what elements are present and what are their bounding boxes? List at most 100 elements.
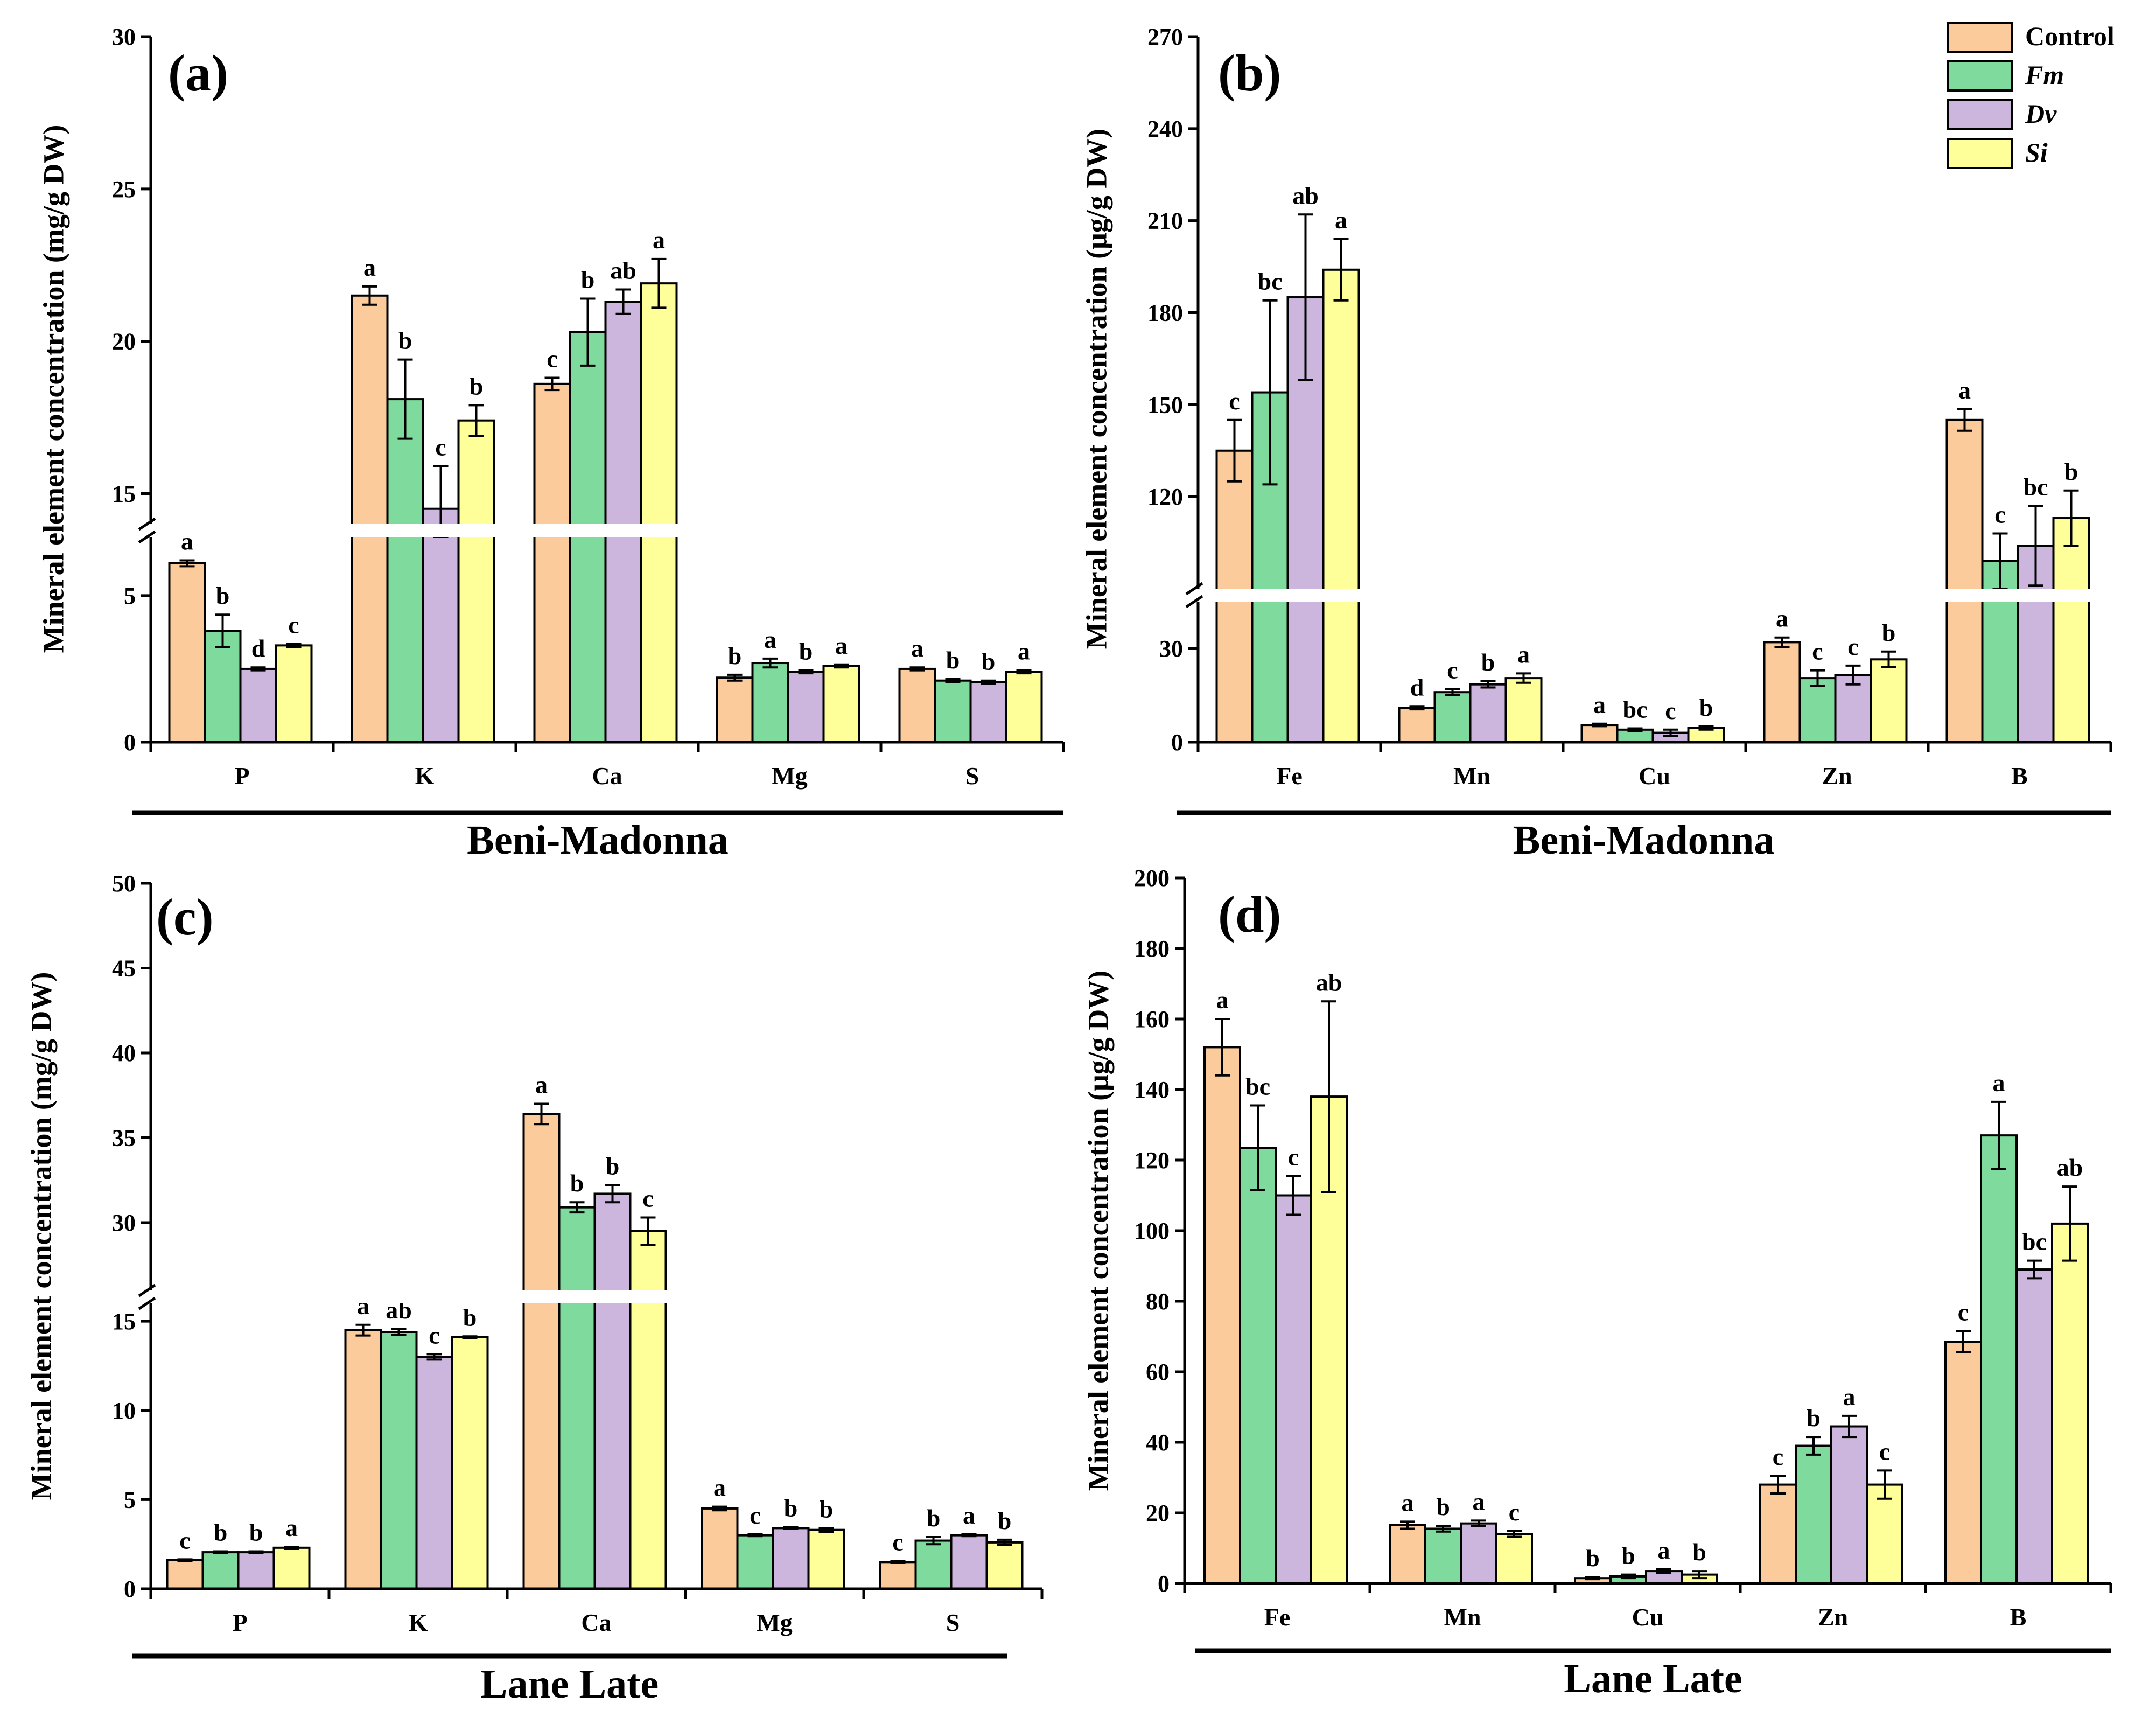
bar-Mn-Fm — [1424, 1527, 1462, 1585]
bar-S-Si — [1005, 671, 1043, 744]
significance-letter-Ca-Fm: b — [570, 1169, 584, 1197]
bar-B-Control — [1945, 418, 1984, 743]
axis-break-mark-upper — [1185, 582, 1203, 596]
cultivar-label-1: Beni-Madonna — [1513, 818, 1775, 863]
significance-letter-Cu-Control: b — [1586, 1544, 1600, 1572]
x-tick-label-Ca: Ca — [592, 762, 622, 790]
significance-letter-B-Dv: bc — [2022, 1228, 2047, 1255]
bar-P-Si — [275, 644, 313, 744]
bar-Mn-Dv — [1469, 683, 1507, 743]
bar-Mg-Fm — [736, 1534, 774, 1590]
significance-letter-S-Dv: a — [963, 1502, 975, 1529]
significance-letter-Mg-Dv: b — [784, 1495, 798, 1522]
bar-Ca-Fm — [569, 331, 607, 743]
significance-letter-Cu-Fm: b — [1621, 1542, 1635, 1569]
significance-letter-B-Si: b — [2064, 458, 2078, 485]
x-tick-label-Mg: Mg — [772, 762, 807, 790]
significance-letter-Zn-Dv: c — [1847, 633, 1858, 660]
x-tick-label-P: P — [234, 762, 249, 790]
legend-swatch-Dv — [1947, 99, 2013, 130]
bar-Ca-Si — [629, 1230, 667, 1590]
bar-B-Si — [2052, 517, 2090, 743]
bar-Mn-Fm — [1433, 691, 1472, 743]
bar-Mg-Dv — [772, 1527, 810, 1590]
x-tick-label-B: B — [2011, 762, 2028, 790]
bar-K-Si — [451, 1336, 489, 1590]
y-axis-label: Mineral element concentration (mg/g DW) — [25, 972, 57, 1500]
significance-letter-S-Control: a — [911, 634, 923, 662]
y-tick-label-15: 15 — [112, 480, 136, 507]
x-tick-label-K: K — [415, 762, 435, 790]
significance-letter-Cu-Fm: bc — [1623, 695, 1648, 723]
y-tick-label-40: 40 — [112, 1040, 136, 1066]
y-tick-label-0: 0 — [1171, 729, 1183, 756]
bar-S-Dv — [950, 1534, 988, 1590]
bar-Fe-Si — [1322, 268, 1360, 743]
y-tick-label-200: 200 — [1134, 865, 1170, 891]
panel-label: (c) — [156, 888, 214, 946]
bar-S-Control — [879, 1561, 917, 1590]
significance-letter-Fe-Fm: bc — [1258, 268, 1283, 295]
bar-Ca-Dv — [593, 1192, 632, 1590]
significance-letter-Mn-Dv: b — [1481, 648, 1495, 676]
bar-S-Control — [898, 667, 936, 744]
bar-S-Fm — [934, 679, 972, 743]
y-tick-label-35: 35 — [112, 1125, 136, 1151]
significance-letter-K-Dv: c — [429, 1321, 439, 1349]
significance-letter-P-Dv: d — [251, 634, 265, 662]
x-tick-label-S: S — [946, 1609, 960, 1636]
axis-break-mark-lower — [138, 1296, 156, 1310]
bar-Ca-Control — [522, 1113, 561, 1590]
significance-letter-Mg-Si: b — [820, 1495, 834, 1523]
bar-Zn-Control — [1763, 641, 1801, 744]
y-tick-label-150: 150 — [1147, 392, 1183, 418]
bar-Mg-Fm — [751, 662, 789, 743]
x-tick-label-Ca: Ca — [581, 1609, 611, 1636]
bar-Ca-Si — [640, 282, 678, 743]
bar-K-Fm — [386, 398, 424, 743]
significance-letter-B-Fm: a — [1993, 1069, 2005, 1097]
significance-letter-Ca-Fm: b — [581, 266, 595, 293]
significance-letter-Mg-Fm: a — [764, 626, 776, 653]
x-tick-label-B: B — [2010, 1603, 2027, 1631]
axis-break-mark-upper — [138, 1283, 156, 1297]
y-tick-label-0: 0 — [124, 1576, 136, 1602]
bar-Mg-Si — [807, 1528, 845, 1590]
significance-letter-Zn-Si: c — [1879, 1437, 1890, 1465]
significance-letter-P-Si: a — [285, 1514, 298, 1541]
significance-letter-B-Control: a — [1958, 376, 1971, 404]
bar-K-Dv — [422, 507, 460, 743]
bar-Mg-Control — [701, 1507, 739, 1590]
significance-letter-Zn-Control: c — [1773, 1443, 1783, 1470]
x-tick-label-Cu: Cu — [1632, 1603, 1664, 1631]
significance-letter-Cu-Dv: c — [1665, 697, 1676, 724]
significance-letter-K-Si: b — [463, 1303, 477, 1331]
y-tick-label-180: 180 — [1147, 300, 1183, 326]
y-tick-label-120: 120 — [1134, 1147, 1170, 1174]
legend-swatch-Control — [1947, 22, 2013, 53]
y-axis-label: Mineral element concentration (mg/g DW) — [37, 125, 69, 653]
significance-letter-P-Fm: b — [216, 582, 230, 609]
significance-letter-Zn-Dv: a — [1843, 1383, 1856, 1411]
legend-label-Control: Control — [2025, 21, 2115, 51]
bar-Mg-Control — [716, 676, 754, 744]
significance-letter-Mg-Control: b — [728, 642, 742, 669]
significance-letter-Zn-Control: a — [1776, 605, 1788, 632]
x-tick-label-K: K — [409, 1609, 428, 1636]
y-tick-label-30: 30 — [112, 1210, 136, 1236]
y-tick-label-50: 50 — [112, 870, 136, 897]
cultivar-label-2: Lane Late — [480, 1662, 659, 1707]
bar-S-Si — [985, 1541, 1024, 1590]
bar-Mn-Control — [1389, 1524, 1426, 1585]
bar-S-Fm — [914, 1539, 953, 1590]
significance-letter-P-Control: c — [179, 1526, 190, 1554]
bar-Zn-Fm — [1798, 677, 1837, 743]
bar-P-Dv — [239, 667, 277, 744]
bar-Mn-Si — [1504, 677, 1543, 743]
x-tick-label-Cu: Cu — [1639, 762, 1670, 790]
axis-break-band — [149, 524, 1066, 537]
significance-letter-Cu-Si: b — [1699, 694, 1713, 721]
